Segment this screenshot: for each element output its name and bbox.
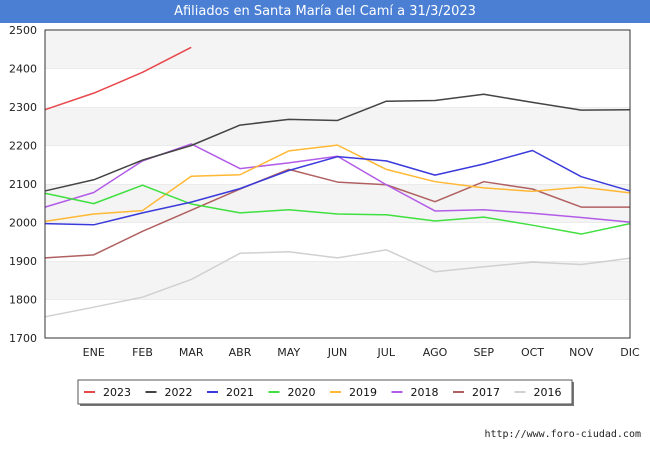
- series-line-2020: [44, 184, 631, 235]
- x-tick-label: SEP: [473, 346, 494, 359]
- y-tick-label: 2200: [9, 140, 37, 153]
- x-tick-label: ENE: [83, 346, 105, 359]
- series-line-2017: [44, 168, 630, 259]
- legend-label-2016: 2016: [534, 386, 562, 399]
- x-tick-label: NOV: [569, 346, 594, 359]
- legend: 2023 2022 2021 2020 2019 2018 2017 2016: [77, 379, 574, 406]
- grid-band: [45, 68, 630, 107]
- series-line-2022: [44, 93, 631, 192]
- legend-label-2019: 2019: [349, 386, 377, 399]
- y-tick-label: 1800: [9, 294, 37, 307]
- y-axis-ticks: 1700 1800 1900 2000 2100 2200 2300 2400 2500: [9, 24, 37, 345]
- series-line-2021: [44, 149, 631, 226]
- y-tick-label: 1700: [9, 332, 37, 345]
- grid-band: [45, 261, 630, 300]
- x-tick-label: AGO: [423, 346, 448, 359]
- legend-label-2023: 2023: [103, 386, 131, 399]
- y-tick-label: 1900: [9, 255, 37, 268]
- legend-label-2022: 2022: [165, 386, 193, 399]
- legend-label-2017: 2017: [472, 386, 500, 399]
- legend-label-2018: 2018: [411, 386, 439, 399]
- y-tick-label: 2500: [9, 24, 37, 37]
- legend-label-2020: 2020: [288, 386, 316, 399]
- x-tick-label: DIC: [620, 346, 640, 359]
- x-tick-label: ABR: [229, 346, 252, 359]
- grid-band: [45, 145, 630, 184]
- grid-band: [45, 299, 630, 338]
- x-axis-ticks: ENE FEB MAR ABR MAY JUN JUL AGO SEP OCT NOV DIC: [83, 346, 640, 359]
- series-line-2023: [44, 46, 192, 111]
- x-tick-label: OCT: [521, 346, 544, 359]
- chart-title: Afiliados en Santa María del Camí a 31/3…: [0, 0, 650, 23]
- legend-box: [77, 379, 573, 405]
- x-tick-label: MAY: [277, 346, 300, 359]
- grid-band: [45, 30, 630, 69]
- plot-area-border: [44, 29, 631, 339]
- series-lines: [44, 46, 631, 318]
- x-tick-label: JUN: [327, 346, 348, 359]
- x-tick-label: JUL: [377, 346, 396, 359]
- grid-band: [45, 184, 630, 223]
- series-line-2019: [44, 144, 631, 223]
- source-footer: http://www.foro-ciudad.com: [484, 429, 641, 440]
- y-tick-label: 2000: [9, 217, 37, 230]
- legend-label-2021: 2021: [226, 386, 254, 399]
- grid-band: [45, 222, 630, 261]
- y-tick-label: 2400: [9, 63, 37, 76]
- y-tick-label: 2100: [9, 178, 37, 191]
- x-tick-label: MAR: [179, 346, 204, 359]
- grid-band: [45, 107, 630, 146]
- series-line-2016: [44, 249, 631, 318]
- x-tick-label: FEB: [132, 346, 153, 359]
- y-tick-label: 2300: [9, 101, 37, 114]
